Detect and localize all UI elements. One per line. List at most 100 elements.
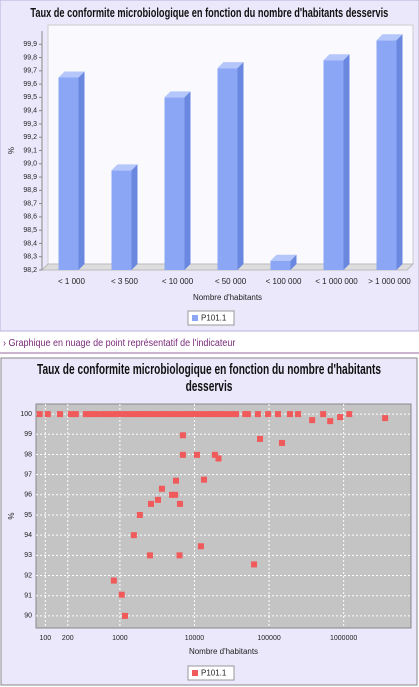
y-tick-label: 98,2 xyxy=(23,267,37,274)
chart-title: Taux de conformite microbiologique en fo… xyxy=(37,362,381,395)
point xyxy=(143,411,150,418)
x-tick-label: 1000 xyxy=(112,635,128,642)
y-tick-label: 99,4 xyxy=(23,108,37,115)
y-tick-label: 98,3 xyxy=(23,254,37,261)
point xyxy=(200,476,207,483)
bar xyxy=(58,71,85,270)
bar xyxy=(376,34,403,270)
point xyxy=(172,477,179,484)
bar xyxy=(270,254,297,270)
y-tick-label: 100 xyxy=(20,411,32,418)
point xyxy=(257,435,264,442)
point xyxy=(132,411,139,418)
y-tick-label: 99,1 xyxy=(23,147,37,154)
x-tick-label: < 10 000 xyxy=(162,277,194,286)
point xyxy=(227,411,234,418)
point xyxy=(215,455,222,462)
point xyxy=(118,591,125,598)
point xyxy=(295,411,302,418)
point xyxy=(244,411,251,418)
point xyxy=(44,411,51,418)
point xyxy=(382,415,389,422)
point xyxy=(278,439,285,446)
point xyxy=(287,411,294,418)
point xyxy=(109,411,116,418)
point xyxy=(184,411,191,418)
point xyxy=(116,411,123,418)
point xyxy=(202,411,209,418)
legend-label: P101.1 xyxy=(201,314,227,323)
bar-front xyxy=(217,68,238,270)
point xyxy=(136,511,143,518)
y-tick-label: 99,5 xyxy=(23,94,37,101)
section-heading: › Graphique en nuage de point représenta… xyxy=(3,338,236,349)
point xyxy=(139,411,146,418)
point xyxy=(254,411,261,418)
y-tick-label: 98,5 xyxy=(23,227,37,234)
y-tick-label: 90 xyxy=(24,613,32,620)
point xyxy=(275,411,282,418)
point xyxy=(193,451,200,458)
point xyxy=(165,411,172,418)
x-tick-label: < 1 000 xyxy=(58,277,85,286)
point xyxy=(211,451,218,458)
point xyxy=(113,411,120,418)
point xyxy=(176,500,183,507)
bar-top xyxy=(58,71,85,78)
point xyxy=(82,411,89,418)
point xyxy=(169,411,176,418)
bar-front xyxy=(164,97,185,270)
y-tick-label: 99,7 xyxy=(23,68,37,75)
bar-front xyxy=(270,260,291,270)
legend-box xyxy=(187,310,235,326)
x-tick-label: < 3 500 xyxy=(111,277,138,286)
point xyxy=(309,417,316,424)
legend-swatch xyxy=(192,670,198,676)
x-tick-label: < 50 000 xyxy=(215,277,247,286)
y-tick-label: 98 xyxy=(24,451,32,458)
y-tick-label: 91 xyxy=(24,593,32,600)
point xyxy=(188,411,195,418)
x-tick-label: 10000 xyxy=(185,635,205,642)
point xyxy=(105,411,112,418)
bar xyxy=(217,62,244,270)
y-tick-label: 98,4 xyxy=(23,240,37,247)
x-tick-label: 100 xyxy=(39,635,51,642)
point xyxy=(122,411,129,418)
legend-swatch xyxy=(192,315,198,321)
point xyxy=(110,577,117,584)
bar-top xyxy=(164,91,191,98)
point xyxy=(72,411,79,418)
point xyxy=(121,612,128,619)
chart-title: Taux de conformite microbiologique en fo… xyxy=(30,5,389,20)
bar-side xyxy=(396,34,403,270)
point xyxy=(222,411,229,418)
point xyxy=(130,532,137,539)
x-axis-label: Nombre d'habitants xyxy=(189,647,258,656)
point xyxy=(158,485,165,492)
y-axis-label: % xyxy=(7,512,16,519)
bar-side xyxy=(184,91,191,270)
point xyxy=(67,411,74,418)
y-tick-label: 99,8 xyxy=(23,54,37,61)
bar-front xyxy=(323,60,344,270)
bar xyxy=(111,164,138,270)
bar xyxy=(323,54,350,270)
point xyxy=(154,496,161,503)
y-tick-label: 99 xyxy=(24,431,32,438)
legend-label: P101.1 xyxy=(201,669,227,678)
bar-side xyxy=(131,164,138,270)
y-tick-label: 98,9 xyxy=(23,174,37,181)
point xyxy=(232,411,239,418)
y-tick-label: 99,6 xyxy=(23,81,37,88)
point xyxy=(36,411,43,418)
x-tick-label: 1000000 xyxy=(330,635,357,642)
point xyxy=(218,411,225,418)
point xyxy=(94,411,101,418)
point xyxy=(161,411,168,418)
plot-area xyxy=(35,403,412,629)
point xyxy=(100,411,107,418)
point xyxy=(135,411,142,418)
point xyxy=(265,411,272,418)
point xyxy=(169,491,176,498)
